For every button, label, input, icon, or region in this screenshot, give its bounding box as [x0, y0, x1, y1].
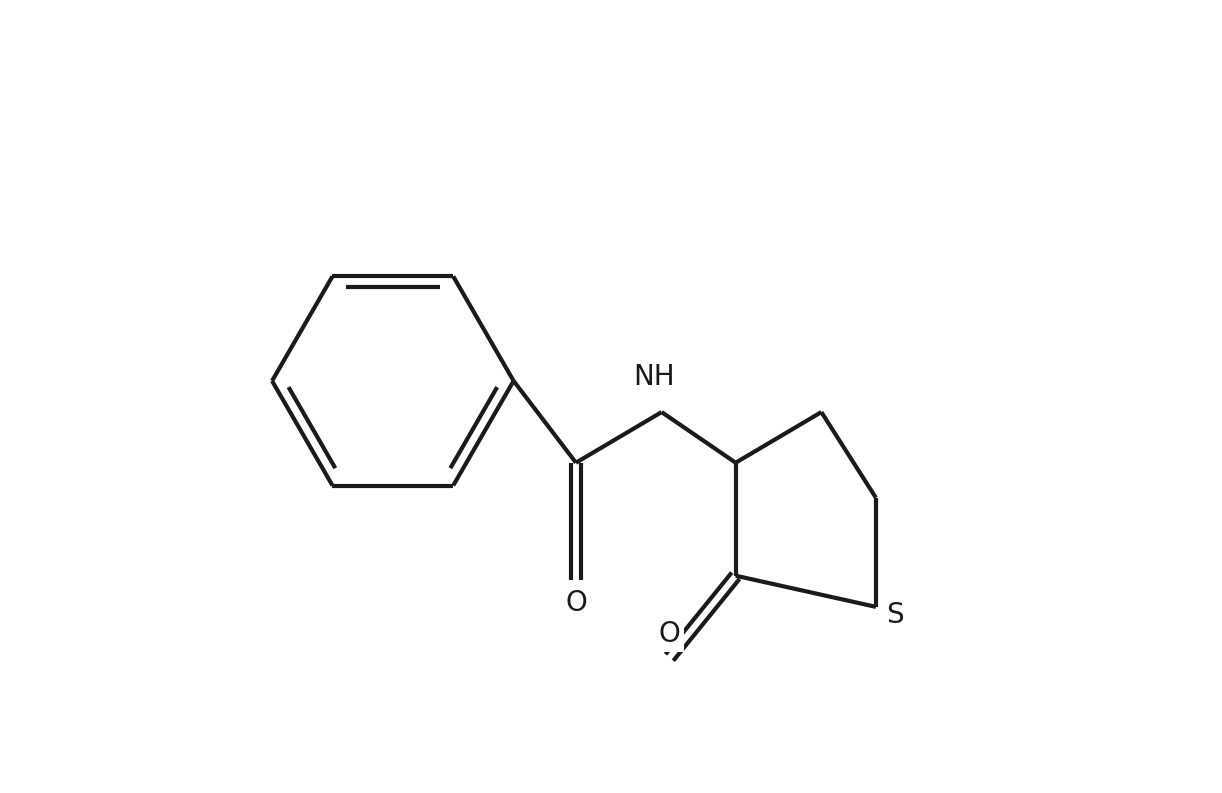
Text: S: S [887, 600, 904, 629]
Text: NH: NH [633, 363, 675, 391]
Text: O: O [659, 620, 681, 648]
Text: O: O [565, 589, 587, 617]
